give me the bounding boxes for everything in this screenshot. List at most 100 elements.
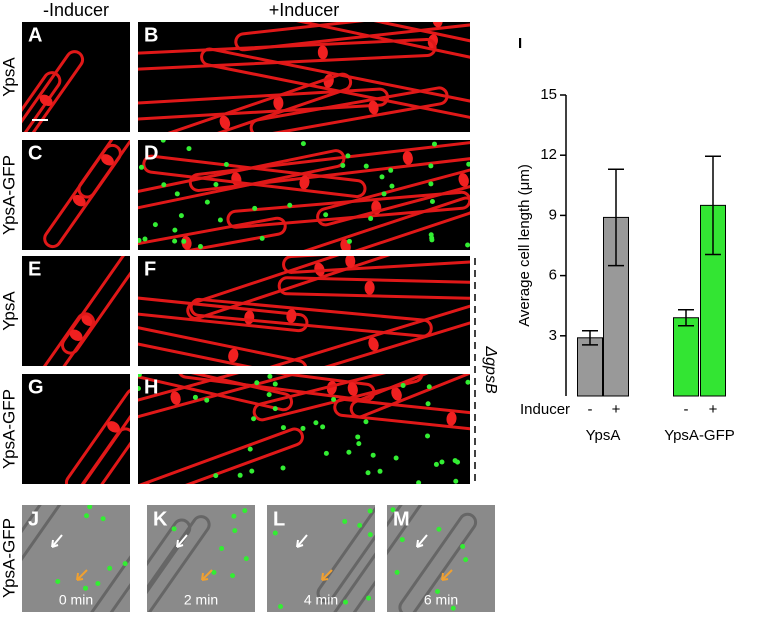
y-tick-label: 9 <box>549 206 557 223</box>
row-label: YpsA-GFP <box>0 155 18 235</box>
foci <box>366 595 372 601</box>
foci <box>429 198 435 204</box>
septum <box>5 128 22 144</box>
y-axis-label: Average cell length (μm) <box>516 164 533 327</box>
foci <box>377 468 383 474</box>
cell <box>138 374 294 412</box>
foci <box>370 452 376 458</box>
foci <box>363 163 369 169</box>
foci <box>83 585 89 591</box>
micrograph <box>387 505 495 612</box>
micrograph <box>22 374 130 484</box>
chart: I Average cell length (μm) 3 6 9 12 15 Inducer -… <box>516 35 735 444</box>
cell <box>138 427 304 484</box>
septum <box>170 391 181 405</box>
foci <box>425 401 431 407</box>
time-label: 4 min <box>304 592 338 608</box>
cell <box>138 37 437 71</box>
foci <box>367 532 373 538</box>
cells <box>22 505 130 612</box>
cells <box>138 374 470 484</box>
foci <box>426 384 432 390</box>
foci <box>323 212 329 218</box>
foci <box>425 433 431 439</box>
panel-label: I <box>518 35 522 52</box>
septum <box>299 175 310 190</box>
row-label: YpsA <box>0 291 18 331</box>
cell <box>147 515 211 612</box>
foci <box>213 182 219 188</box>
foci <box>381 191 387 197</box>
foci <box>346 449 352 455</box>
y-tick-label: 15 <box>540 86 557 103</box>
time-label: 6 min <box>424 592 458 608</box>
cell <box>200 47 470 124</box>
cells <box>387 505 478 612</box>
cell <box>22 505 81 570</box>
septum <box>317 45 328 60</box>
foci <box>300 425 306 431</box>
cell <box>316 140 470 227</box>
cells <box>5 50 85 144</box>
y-tick-label: 12 <box>540 146 557 163</box>
cell <box>146 72 353 132</box>
foci <box>211 569 217 575</box>
foci <box>280 465 286 471</box>
foci <box>436 526 442 532</box>
bar <box>673 317 699 397</box>
arrow <box>416 534 428 548</box>
septum <box>364 280 375 295</box>
foci <box>122 561 128 567</box>
foci <box>340 162 346 168</box>
foci <box>95 581 101 587</box>
foci <box>247 446 253 452</box>
cell <box>84 527 130 612</box>
foci <box>272 530 278 536</box>
foci <box>230 573 236 579</box>
column-header: +Inducer <box>269 0 340 20</box>
panel-label: A <box>28 24 42 46</box>
foci <box>355 434 361 440</box>
foci <box>178 213 184 219</box>
foci <box>254 380 260 386</box>
error-bar-line <box>608 168 624 267</box>
foci <box>172 238 178 244</box>
foci <box>357 522 363 528</box>
foci <box>429 237 435 243</box>
arrow <box>76 569 88 581</box>
x-tick-label: - <box>684 401 689 418</box>
septum <box>101 154 114 166</box>
foci <box>356 441 362 447</box>
row-label: YpsA-GFP <box>0 518 18 598</box>
panel-label: M <box>393 508 410 530</box>
panel-label: F <box>144 258 156 280</box>
foci <box>453 478 459 484</box>
arrow <box>441 569 453 581</box>
cell <box>22 50 85 132</box>
foci <box>368 216 374 222</box>
cell <box>77 140 130 199</box>
septum <box>273 95 284 110</box>
cell <box>189 297 433 338</box>
foci <box>204 397 210 403</box>
cell <box>147 518 192 612</box>
foci <box>452 458 458 464</box>
cells <box>138 22 470 132</box>
foci <box>278 604 284 610</box>
foci <box>463 557 469 563</box>
cell <box>282 256 470 274</box>
time-label: 2 min <box>184 592 218 608</box>
cell <box>277 276 470 300</box>
foci <box>138 386 141 391</box>
septum <box>69 329 83 341</box>
foci <box>223 162 229 168</box>
cells <box>22 256 130 366</box>
panel-label: K <box>153 508 168 530</box>
septum <box>72 194 86 207</box>
cells <box>147 508 249 612</box>
foci <box>460 544 466 550</box>
panel-label: D <box>144 142 158 164</box>
foci <box>390 507 396 513</box>
cell <box>249 86 449 132</box>
foci <box>107 565 113 571</box>
